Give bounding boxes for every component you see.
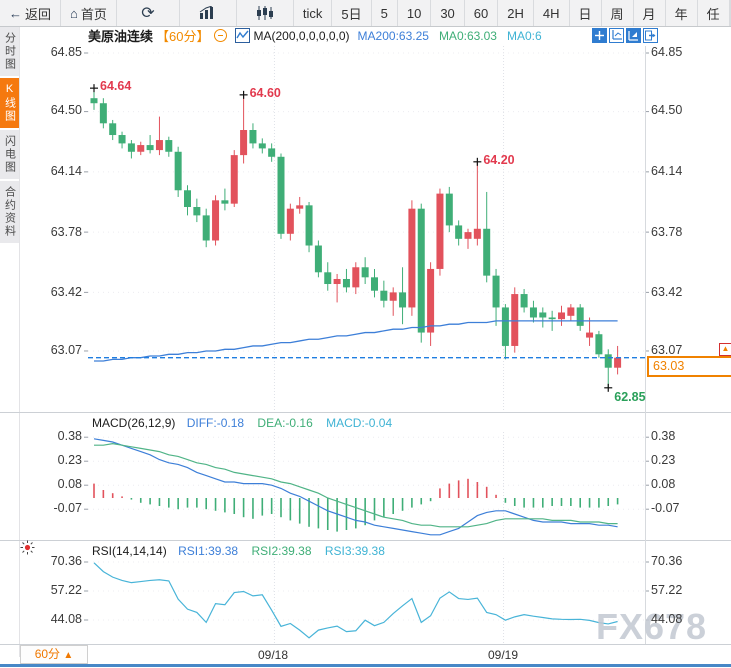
period-2h[interactable]: 2H	[498, 0, 534, 26]
svg-text:64.60: 64.60	[250, 86, 281, 100]
y-label-rsi-left-2: 44.08	[50, 612, 82, 626]
zoom-icon[interactable]	[626, 28, 641, 43]
rsi3-value: RSI3:39.38	[324, 544, 385, 558]
period-4h[interactable]: 4H	[534, 0, 570, 26]
period-5[interactable]: 5	[372, 0, 398, 26]
period-5d[interactable]: 5日	[332, 0, 372, 26]
rsi-header: RSI(14,14,14) RSI1:39.38 RSI2:39.38 RSI3…	[92, 544, 385, 558]
macd-header: MACD(26,12,9) DIFF:-0.18 DEA:-0.16 MACD:…	[92, 416, 392, 430]
svg-text:62.85: 62.85	[614, 390, 645, 404]
top-toolbar: ← 返回 ⌂ 首页 ⟳ tick 5日 5 10 30 60 2H 4H 日 周…	[0, 0, 731, 27]
period-month[interactable]: 月	[634, 0, 666, 26]
period-up-triangle-icon: ▲	[63, 650, 74, 661]
collapse-icon[interactable]	[214, 29, 228, 42]
period-day[interactable]: 日	[570, 0, 602, 26]
last-price-box: 63.03	[647, 356, 731, 377]
rsi2-value: RSI2:39.38	[251, 544, 312, 558]
svg-text:64.20: 64.20	[483, 153, 514, 167]
back-button[interactable]: ← 返回	[0, 0, 62, 26]
period-10[interactable]: 10	[398, 0, 432, 26]
y-label-main-left-4: 63.42	[50, 285, 82, 299]
back-arrow-icon: ←	[9, 5, 22, 21]
period-year[interactable]: 年	[666, 0, 698, 26]
chart-header: 美原油连续 【60分】 MA(200,0,0,0,0,0) MA200:63.2…	[88, 27, 542, 44]
candle-chart-icon	[256, 6, 273, 20]
x-date-0919: 09/19	[487, 648, 519, 662]
sidebar-tab-contract-info[interactable]: 合约资料	[0, 181, 19, 243]
y-label-macd-right-1: 0.23	[651, 453, 676, 467]
ma-formula: MA(200,0,0,0,0,0)	[253, 28, 350, 43]
y-label-rsi-right-2: 44.08	[651, 612, 683, 626]
y-label-macd-left-3: -0.07	[53, 501, 83, 515]
indicator-line-icon[interactable]	[235, 28, 251, 43]
chart-tools	[592, 28, 658, 43]
y-label-main-left-1: 64.50	[50, 103, 82, 117]
period-selector[interactable]: 60分 ▲	[20, 645, 88, 664]
y-label-main-right-0: 64.85	[651, 45, 683, 59]
candle-chart-view-button[interactable]	[237, 0, 294, 26]
restore-scale-icon[interactable]	[609, 28, 624, 43]
chart-type-sidebar: 分时图 K线图 闪电图 合约资料	[0, 27, 19, 245]
y-label-rsi-right-0: 70.36	[651, 554, 683, 568]
y-label-main-right-2: 64.14	[651, 164, 683, 178]
y-label-rsi-right-1: 57.22	[651, 583, 683, 597]
period-custom[interactable]: 任	[698, 0, 730, 26]
refresh-icon: ⟳	[141, 5, 155, 22]
y-label-main-left-3: 63.78	[50, 225, 82, 239]
period-30[interactable]: 30	[431, 0, 465, 26]
home-label: 首页	[80, 6, 107, 22]
macd-macd-value: MACD:-0.04	[326, 416, 393, 430]
y-label-macd-left-0: 0.38	[57, 429, 82, 443]
macd-title: MACD(26,12,9)	[92, 416, 176, 430]
sidebar-tab-timeline[interactable]: 分时图	[0, 27, 19, 76]
y-label-macd-right-3: -0.07	[651, 501, 680, 515]
home-button[interactable]: ⌂ 首页	[61, 0, 117, 26]
y-label-main-right-3: 63.78	[651, 225, 683, 239]
bar-chart-view-button[interactable]	[180, 0, 237, 26]
period-week[interactable]: 周	[602, 0, 634, 26]
y-label-macd-right-2: 0.08	[651, 477, 676, 491]
macd-diff-value: DIFF:-0.18	[186, 416, 245, 430]
y-label-main-left-0: 64.85	[50, 45, 82, 59]
y-label-rsi-left-0: 70.36	[50, 554, 82, 568]
y-label-rsi-left-1: 57.22	[50, 583, 82, 597]
y-label-main-right-1: 64.50	[651, 103, 683, 117]
svg-text:64.64: 64.64	[100, 79, 131, 93]
x-date-0918: 09/18	[257, 648, 289, 662]
bar-chart-icon	[199, 6, 213, 19]
symbol-period: 【60分】	[156, 29, 210, 44]
y-label-main-right-4: 63.42	[651, 285, 683, 299]
sidebar-tab-lightning[interactable]: 闪电图	[0, 130, 19, 179]
live-indicator-icon[interactable]	[20, 540, 35, 560]
fx678-watermark: FX678	[596, 606, 708, 647]
sidebar-tab-kline[interactable]: K线图	[0, 78, 19, 128]
pan-icon[interactable]	[592, 28, 607, 43]
menu-button[interactable]: ☰	[729, 0, 731, 26]
symbol-name: 美原油连续	[88, 29, 154, 44]
sidebar-divider	[19, 27, 20, 657]
period-selector-label: 60分	[34, 647, 61, 661]
y-label-macd-right-0: 0.38	[651, 429, 676, 443]
price-alert-icon[interactable]: ▲	[719, 343, 731, 356]
period-tick[interactable]: tick	[294, 0, 333, 26]
y-label-main-right-5: 63.07	[651, 343, 683, 357]
rsi-title: RSI(14,14,14)	[92, 544, 167, 558]
rsi1-value: RSI1:39.38	[178, 544, 239, 558]
y-label-main-left-5: 63.07	[50, 343, 82, 357]
y-label-main-left-2: 64.14	[50, 164, 82, 178]
ma0-value-green: MA0:63.03	[438, 28, 497, 43]
back-label: 返回	[25, 6, 52, 22]
bottom-accent-line	[0, 664, 731, 667]
ma200-value: MA200:63.25	[357, 28, 429, 43]
y-label-macd-left-2: 0.08	[57, 477, 82, 491]
macd-dea-value: DEA:-0.16	[257, 416, 313, 430]
period-60[interactable]: 60	[465, 0, 499, 26]
ma0-value-cyan: MA0:6	[506, 28, 542, 43]
refresh-button[interactable]: ⟳	[117, 0, 180, 26]
shift-right-icon[interactable]	[643, 28, 658, 43]
home-icon: ⌂	[70, 5, 78, 21]
y-label-macd-left-1: 0.23	[57, 453, 82, 467]
